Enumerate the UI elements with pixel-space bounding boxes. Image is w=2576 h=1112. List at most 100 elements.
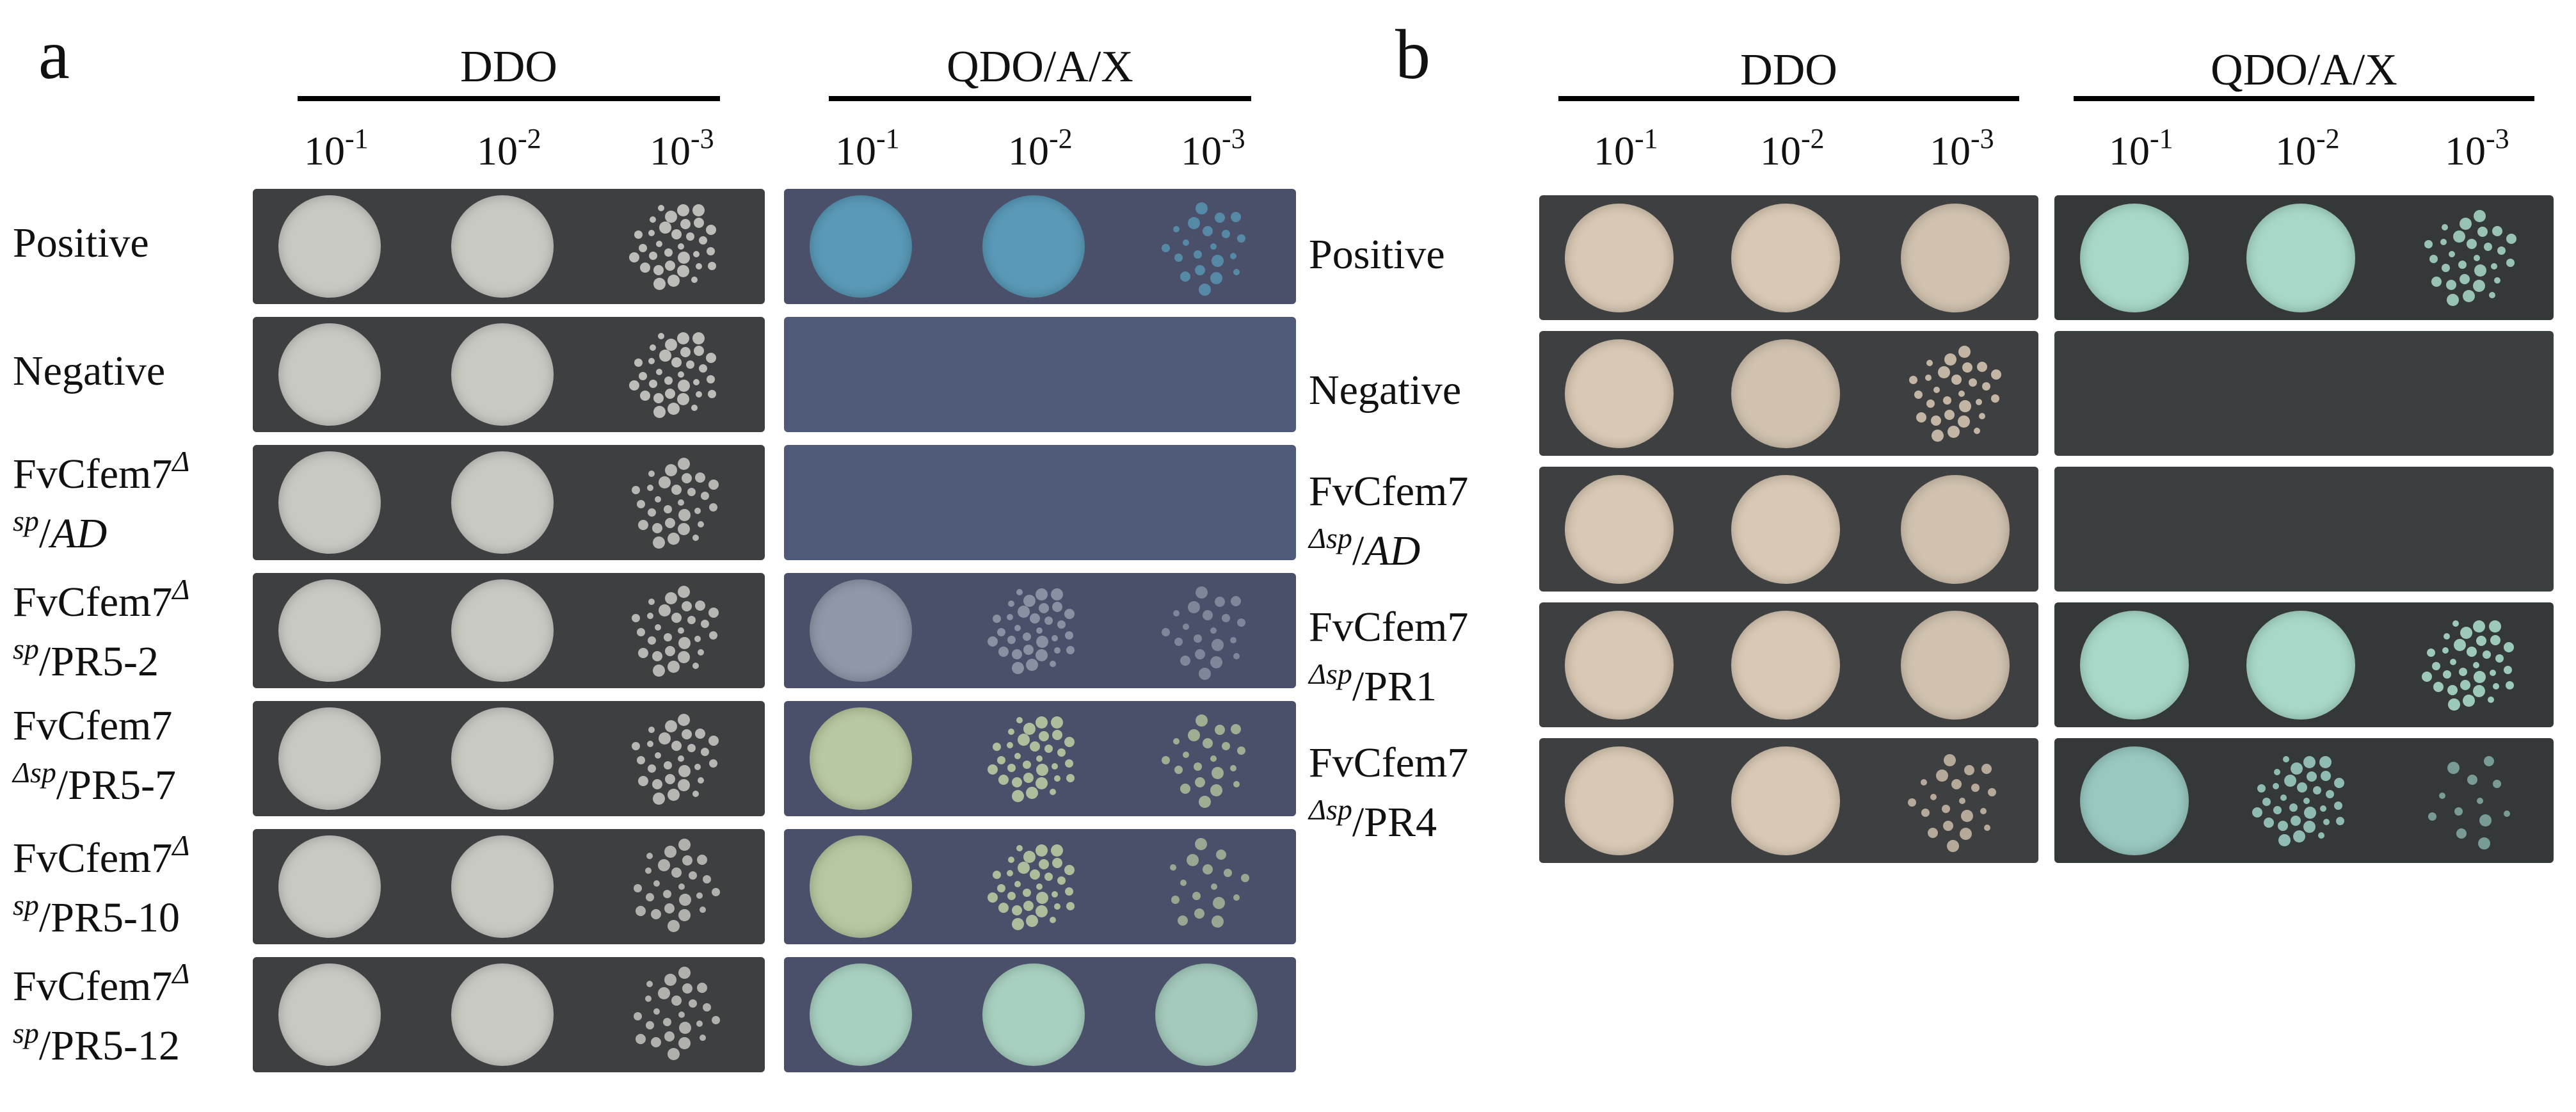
colony-speck (658, 204, 665, 211)
colony-speck (636, 755, 645, 764)
colony-speck (677, 779, 690, 792)
colony-speck (706, 375, 715, 383)
plate-qdo (2054, 738, 2554, 863)
dilution-label: 10-2 (2275, 125, 2340, 172)
dilution-exponent: -2 (518, 123, 541, 154)
colony-speck (668, 789, 680, 802)
colony-speck (681, 601, 692, 612)
colony-speck (648, 471, 655, 478)
colony-speck (2460, 627, 2472, 640)
colony-speck (659, 604, 671, 617)
row-label-text: /PR5-2 (38, 638, 159, 685)
colony-spot (810, 579, 912, 682)
colony-speck (1194, 777, 1205, 788)
colony-speck (668, 661, 680, 673)
colony-speck (1951, 374, 1962, 385)
colony-speck (2463, 695, 2476, 707)
colony-spot (2246, 746, 2355, 855)
colony-speck (640, 262, 651, 273)
colony-speck (2458, 261, 2467, 270)
row-label: Negative (13, 344, 165, 399)
colony-speck (1183, 239, 1190, 246)
colony-speck (679, 894, 692, 907)
colony-speck (1198, 795, 1211, 808)
colony-speck (1210, 755, 1217, 762)
plate-qdo (2054, 467, 2554, 592)
colony-spot (278, 835, 381, 938)
colony-speck (1982, 382, 1991, 391)
colony-speck (2489, 620, 2501, 633)
colony-speck (2495, 654, 2504, 663)
colony-speck (1036, 627, 1043, 634)
colony-speck (638, 647, 649, 658)
colony-speck (2264, 818, 2275, 828)
row-label-line: Δsp/PR5-7 (13, 753, 176, 813)
colony-speck (1926, 399, 1935, 408)
colony-spot (1565, 746, 1674, 855)
row-label-text: FvCfem7 (1309, 468, 1469, 515)
colony-speck (636, 905, 646, 916)
group-label-ddo: DDO (1740, 45, 1837, 95)
colony-speck (653, 265, 664, 276)
colony-speck (2312, 786, 2321, 794)
colony-speck (698, 364, 707, 373)
colony-speck (2506, 681, 2515, 690)
group-label-ddo: DDO (460, 42, 557, 92)
row-label-text: /PR1 (1352, 663, 1437, 710)
row-label-line: Negative (13, 344, 165, 399)
colony-speck (1959, 828, 1972, 841)
colony-speck (2462, 290, 2475, 303)
colony-speck (1944, 410, 1955, 421)
row-label-text: /PR5-12 (38, 1022, 180, 1069)
colony-spot (2080, 610, 2189, 720)
colony-speck (628, 380, 639, 391)
colony-speck (1054, 903, 1061, 910)
colony-speck (1210, 656, 1222, 668)
colony-speck (687, 488, 696, 497)
colony-speck (1233, 780, 1240, 787)
colony-speck (1210, 627, 1217, 634)
colony-speck (1173, 226, 1180, 233)
colony-speck (692, 663, 699, 670)
colony-speck (1023, 772, 1034, 783)
colony-speck (2490, 634, 2500, 645)
colony-speck (644, 867, 652, 874)
colony-speck (1035, 777, 1048, 790)
colony-speck (1914, 391, 1923, 399)
colony-spot (2246, 610, 2355, 720)
colony-speck (2336, 817, 2345, 826)
plate-ddo (253, 573, 765, 688)
plate-ddo (1539, 467, 2038, 592)
colony-speck (2290, 762, 2303, 775)
colony-speck (1026, 658, 1039, 671)
colony-speck (1029, 741, 1040, 752)
colony-speck (2459, 274, 2470, 285)
plate-qdo (2054, 602, 2554, 727)
colony-spot (982, 963, 1085, 1066)
colony-speck (1052, 858, 1062, 869)
colony-speck (652, 651, 662, 662)
colony-speck (2442, 647, 2449, 654)
colony-speck (2473, 280, 2486, 293)
row-label-superscript: Δsp (1309, 521, 1352, 554)
colony-speck (2492, 225, 2502, 236)
colony-speck (1161, 244, 1170, 253)
row-label: FvCfem7Δ sp/PR5-10 (13, 826, 189, 946)
colony-speck (640, 390, 651, 401)
colony-speck (1064, 608, 1075, 619)
colony-speck (657, 987, 670, 999)
colony-speck (1051, 634, 1058, 641)
colony-speck (1962, 362, 1972, 373)
colony-spot (624, 963, 726, 1066)
colony-speck (1064, 759, 1073, 768)
colony-speck (677, 204, 690, 216)
colony-speck (2488, 292, 2495, 299)
colony-speck (1007, 741, 1014, 748)
colony-speck (706, 246, 715, 255)
colony-speck (1007, 869, 1014, 876)
colony-speck (636, 627, 645, 636)
dilution-base: 10 (477, 128, 518, 173)
colony-speck (665, 210, 678, 223)
colony-speck (692, 535, 699, 542)
colony-speck (2432, 662, 2441, 671)
